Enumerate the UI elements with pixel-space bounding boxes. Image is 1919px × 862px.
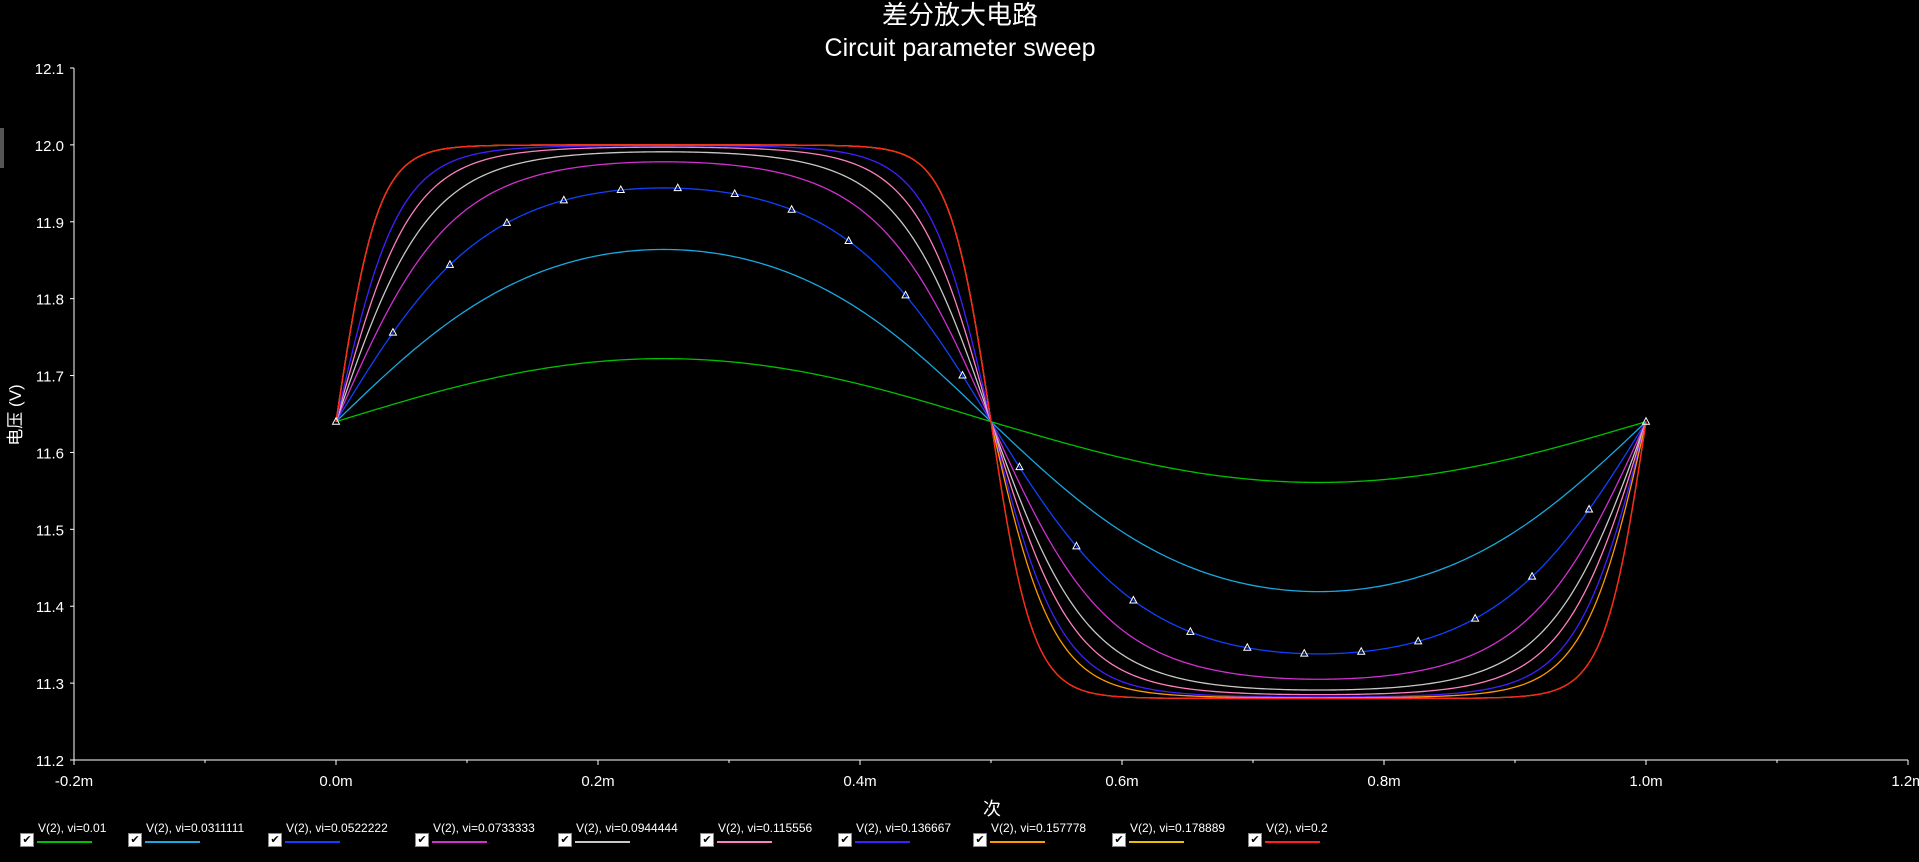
series-marker: [502, 217, 512, 226]
chart-title: Circuit parameter sweep: [825, 34, 1096, 62]
series-layer: [335, 144, 1647, 700]
series-marker: [559, 195, 569, 204]
axes: 11.2 11.3 11.4 11.5 11.6 11.7 11.8 11.9 12.0 12.1…: [35, 61, 1919, 790]
legend-label: V(2), vi=0.178889: [1130, 821, 1226, 835]
legend-item[interactable]: ✔ V(2), vi=0.136667: [838, 821, 952, 847]
legend-item[interactable]: ✔ V(2), vi=0.2: [1248, 821, 1328, 847]
legend-item[interactable]: ✔ V(2), vi=0.157778: [973, 821, 1087, 847]
series-marker: [1299, 648, 1309, 657]
y-tick-label: 11.9: [36, 215, 64, 232]
legend-label: V(2), vi=0.0311111: [146, 821, 245, 835]
legend-item[interactable]: ✔ V(2), vi=0.0311111: [128, 821, 245, 847]
legend-swatch: [1265, 841, 1320, 843]
x-tick-label: 0.0m: [319, 773, 352, 790]
markers-layer: [331, 183, 1651, 657]
legend-label: V(2), vi=0.0522222: [286, 821, 388, 835]
x-tick-label: -0.2m: [55, 773, 93, 790]
legend-item[interactable]: ✔ V(2), vi=0.0733333: [415, 821, 535, 847]
legend-checkbox[interactable]: ✔: [700, 833, 714, 847]
series-marker: [1413, 636, 1423, 645]
y-tick-label: 12.1: [35, 61, 64, 78]
y-tick-label: 11.5: [36, 522, 64, 539]
legend-checkbox[interactable]: ✔: [558, 833, 572, 847]
y-tick-label: 11.7: [36, 369, 64, 386]
legend-label: V(2), vi=0.136667: [856, 821, 952, 835]
legend-swatch: [285, 841, 340, 843]
legend-swatch: [145, 841, 200, 843]
legend-checkbox[interactable]: ✔: [1112, 833, 1126, 847]
series-marker: [331, 416, 341, 425]
series-marker: [445, 259, 455, 268]
legend-item[interactable]: ✔ V(2), vi=0.115556: [700, 821, 813, 847]
series-marker: [958, 370, 967, 379]
legend-checkbox[interactable]: ✔: [128, 833, 142, 847]
y-tick-label: 11.3: [36, 676, 64, 693]
legend-swatch: [575, 841, 630, 843]
x-tick-label: 0.8m: [1367, 773, 1400, 790]
series-marker: [1015, 462, 1024, 471]
legend-label: V(2), vi=0.115556: [718, 821, 813, 835]
series-marker: [1527, 571, 1537, 580]
y-tick-label: 11.2: [36, 753, 64, 770]
x-tick-label: 0.4m: [843, 773, 876, 790]
legend-swatch: [717, 841, 772, 843]
y-tick-label: 11.8: [36, 292, 64, 309]
series-marker: [616, 184, 626, 194]
chart-plot: 差分放大电路 Circuit parameter sweep 11.211.31…: [6, 1, 1919, 819]
series-marker: [673, 183, 683, 192]
legend-checkbox[interactable]: ✔: [415, 833, 429, 847]
legend-swatch: [37, 841, 92, 843]
series-marker: [1072, 541, 1081, 550]
series-marker: [1242, 642, 1252, 651]
legend-item[interactable]: ✔ V(2), vi=0.01: [20, 821, 107, 847]
series-marker: [1470, 613, 1480, 622]
legend-checkbox[interactable]: ✔: [1248, 833, 1262, 847]
legend-swatch: [990, 841, 1045, 843]
series-marker: [1129, 595, 1138, 604]
legend-checkbox[interactable]: ✔: [268, 833, 282, 847]
legend-item[interactable]: ✔ V(2), vi=0.0522222: [268, 821, 388, 847]
legend-swatch: [855, 841, 910, 843]
y-tick-label: 11.6: [36, 445, 64, 462]
legend-label: V(2), vi=0.157778: [991, 821, 1087, 835]
legend: ✔ V(2), vi=0.01 ✔ V(2), vi=0.0311111 ✔ V(2), …: [0, 820, 1919, 862]
legend-label: V(2), vi=0.2: [1266, 821, 1328, 835]
y-tick-label: 11.4: [36, 599, 64, 616]
series-marker: [1641, 416, 1651, 425]
legend-item[interactable]: ✔ V(2), vi=0.0944444: [558, 821, 678, 847]
legend-swatch: [1129, 841, 1184, 843]
series-marker: [787, 204, 796, 213]
legend-label: V(2), vi=0.01: [38, 821, 107, 835]
series-marker: [1356, 646, 1366, 655]
legend-item[interactable]: ✔ V(2), vi=0.178889: [1112, 821, 1226, 847]
series-marker: [844, 235, 853, 244]
series-line-10: [335, 144, 1647, 700]
legend-checkbox[interactable]: ✔: [973, 833, 987, 847]
series-marker: [901, 290, 910, 299]
x-tick-label: 1.2m: [1891, 773, 1919, 790]
legend-label: V(2), vi=0.0944444: [576, 821, 678, 835]
series-marker: [730, 188, 740, 197]
y-tick-label: 12.0: [35, 138, 64, 155]
x-tick-label: 1.0m: [1629, 773, 1662, 790]
legend-label: V(2), vi=0.0733333: [433, 821, 535, 835]
x-axis-label: 次: [983, 799, 1001, 819]
legend-checkbox[interactable]: ✔: [838, 833, 852, 847]
x-tick-label: 0.2m: [581, 773, 614, 790]
legend-swatch: [432, 841, 487, 843]
chart-title-cn: 差分放大电路: [882, 1, 1038, 31]
left-panel-tab[interactable]: [0, 128, 4, 168]
series-marker: [1186, 626, 1195, 635]
series-marker: [388, 327, 398, 336]
y-axis-label: 电压 (V): [6, 384, 25, 445]
legend-checkbox[interactable]: ✔: [20, 833, 34, 847]
x-tick-label: 0.6m: [1105, 773, 1138, 790]
series-marker: [1584, 504, 1594, 513]
